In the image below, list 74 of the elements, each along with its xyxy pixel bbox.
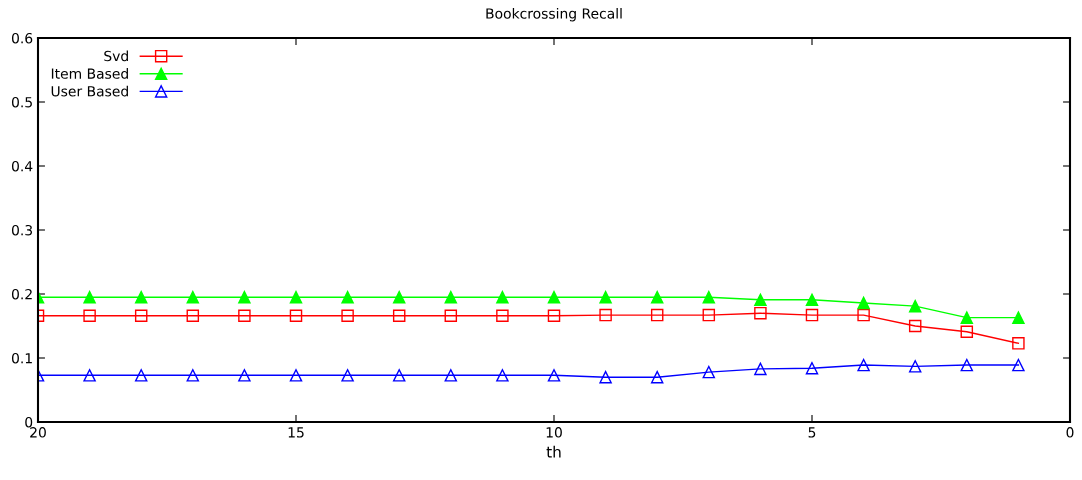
y-tick-label: 0.5 (11, 96, 32, 108)
point (496, 290, 509, 304)
point (805, 293, 819, 307)
point (857, 358, 870, 372)
point (444, 369, 458, 382)
point (496, 369, 509, 382)
point (83, 309, 96, 323)
point (1012, 337, 1025, 350)
point (134, 290, 148, 304)
point (186, 369, 200, 382)
point (702, 365, 716, 379)
point (238, 369, 251, 382)
point (754, 362, 767, 376)
x-tick-label: 10 (546, 427, 562, 438)
point (599, 290, 612, 304)
x-tick-label: 5 (808, 427, 816, 438)
point (908, 360, 922, 373)
point (444, 309, 458, 323)
point (289, 290, 303, 304)
point (650, 308, 664, 322)
point (444, 290, 458, 304)
point (857, 296, 870, 310)
y-tick-label: 0.3 (11, 224, 33, 236)
point (547, 369, 561, 382)
point (650, 290, 664, 304)
y-tick-label: 0.1 (11, 352, 32, 364)
point (392, 369, 406, 382)
point (547, 290, 561, 304)
point (341, 309, 354, 323)
point (754, 293, 767, 307)
point (83, 290, 96, 304)
point (702, 290, 716, 304)
point (547, 309, 561, 323)
y-tick-label: 0.4 (11, 160, 33, 172)
point (496, 309, 509, 323)
point (805, 308, 819, 322)
x-tick-label: 0 (1066, 427, 1074, 438)
legend-label: User Based (51, 85, 128, 97)
point (1012, 311, 1025, 324)
point (754, 306, 767, 320)
legend-label: Svd (104, 50, 128, 62)
point (134, 309, 148, 323)
point (702, 308, 716, 322)
y-tick-label: 0.2 (11, 288, 32, 300)
x-tick-label: 15 (288, 427, 304, 438)
y-tick-label: 0 (25, 416, 33, 428)
y-tick-label: 0.6 (11, 32, 33, 44)
legend-label: Item Based (51, 68, 128, 79)
point (341, 369, 354, 382)
chart-title: Bookcrossing Recall (486, 8, 622, 22)
point (83, 369, 96, 382)
point (134, 369, 148, 382)
point (805, 361, 819, 375)
point (960, 325, 974, 339)
point (341, 290, 354, 304)
point (238, 309, 251, 323)
point (392, 290, 406, 304)
point (599, 308, 612, 322)
x-tick-label: 20 (30, 427, 46, 438)
point (908, 299, 922, 313)
point (392, 309, 406, 323)
point (289, 309, 303, 323)
point (289, 369, 303, 382)
point (186, 309, 200, 323)
point (960, 358, 974, 372)
point (186, 290, 200, 304)
point (960, 311, 974, 324)
x-axis-title: th (546, 445, 561, 458)
point (908, 319, 922, 333)
point (238, 290, 251, 304)
point (599, 370, 612, 384)
point (650, 370, 664, 384)
point (1012, 358, 1025, 372)
point (857, 308, 870, 322)
